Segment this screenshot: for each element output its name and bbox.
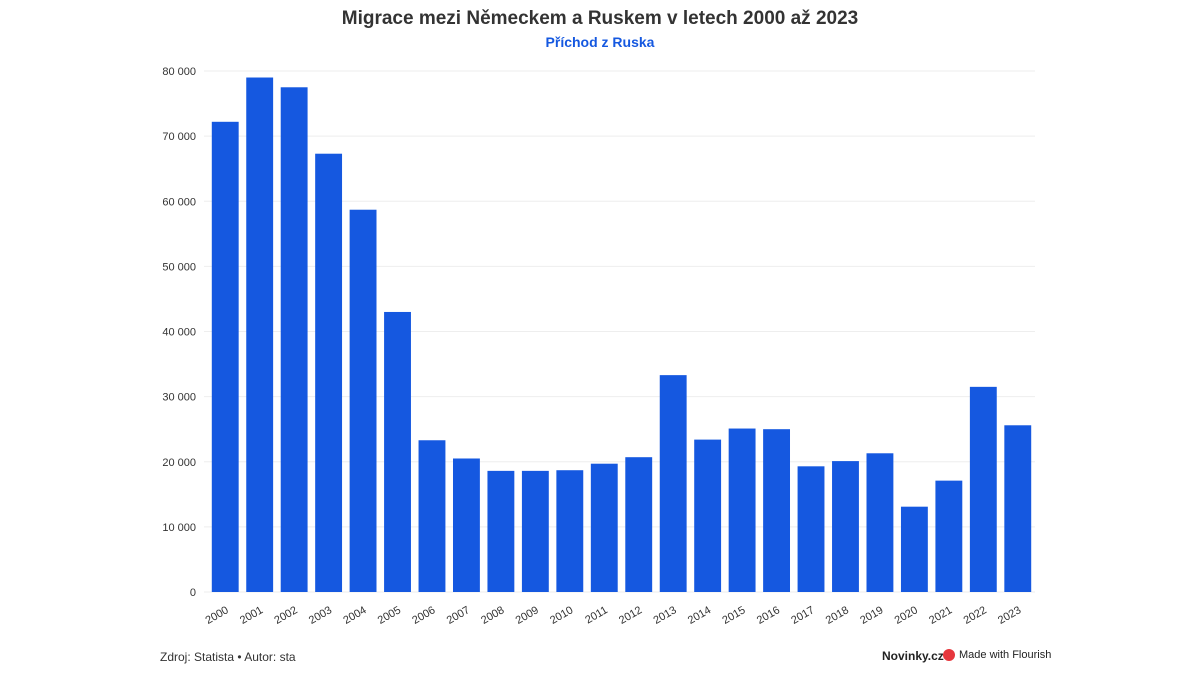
x-tick-label: 2006: [410, 604, 437, 627]
bar-2015[interactable]: [728, 428, 756, 592]
bar-2002[interactable]: [280, 87, 308, 592]
x-tick-label: 2013: [651, 604, 678, 627]
brand-logo[interactable]: Novinky.cz: [882, 649, 944, 663]
y-tick-label: 40 000: [162, 327, 196, 339]
x-tick-label: 2015: [720, 604, 747, 627]
bar-2020[interactable]: [900, 506, 928, 592]
x-tick-label: 2022: [962, 604, 989, 627]
flourish-credit[interactable]: Made with Flourish: [943, 649, 1051, 661]
bar-2013[interactable]: [659, 375, 687, 592]
x-tick-label: 2018: [824, 604, 851, 627]
x-tick-label: 2017: [789, 604, 816, 627]
source-note: Zdroj: Statista • Autor: sta: [160, 650, 296, 664]
x-tick-label: 2002: [272, 604, 299, 627]
bar-2016[interactable]: [763, 429, 791, 592]
x-tick-label: 2009: [514, 604, 541, 627]
y-tick-label: 50 000: [162, 261, 196, 273]
x-tick-label: 2000: [204, 604, 231, 627]
x-tick-label: 2005: [376, 604, 403, 627]
x-tick-label: 2008: [479, 604, 506, 627]
y-tick-label: 30 000: [162, 392, 196, 404]
x-tick-label: 2020: [893, 604, 920, 627]
bar-2014[interactable]: [694, 439, 722, 592]
x-tick-label: 2010: [548, 604, 575, 627]
x-tick-label: 2016: [755, 604, 782, 627]
bar-2012[interactable]: [625, 457, 653, 592]
bar-2007[interactable]: [452, 458, 480, 592]
x-tick-label: 2019: [858, 604, 885, 627]
y-tick-label: 60 000: [162, 196, 196, 208]
bar-2003[interactable]: [315, 153, 343, 593]
x-tick-label: 2001: [238, 604, 265, 627]
bar-2011[interactable]: [590, 463, 618, 592]
x-tick-label: 2023: [996, 604, 1023, 627]
bar-2017[interactable]: [797, 466, 825, 592]
x-tick-label: 2012: [617, 604, 644, 627]
flourish-label: Made with Flourish: [959, 649, 1052, 661]
x-tick-label: 2014: [686, 604, 713, 627]
y-tick-label: 0: [190, 587, 196, 599]
flourish-icon: [943, 649, 955, 661]
bar-2000[interactable]: [211, 121, 239, 593]
bar-2019[interactable]: [866, 453, 894, 592]
x-tick-label: 2003: [307, 604, 334, 627]
bar-2009[interactable]: [521, 470, 549, 592]
bar-2010[interactable]: [556, 470, 584, 592]
x-tick-label: 2011: [583, 604, 609, 626]
y-tick-label: 10 000: [162, 522, 196, 534]
chart-subtitle: Příchod z Ruska: [545, 34, 655, 50]
bar-2008[interactable]: [487, 470, 515, 592]
bar-2005[interactable]: [384, 311, 411, 592]
y-tick-label: 70 000: [162, 131, 196, 143]
x-tick-label: 2007: [445, 604, 472, 627]
bar-2004[interactable]: [349, 209, 377, 592]
y-tick-label: 80 000: [162, 66, 196, 78]
x-tick-label: 2021: [927, 604, 954, 627]
y-tick-label: 20 000: [162, 457, 196, 469]
chart-title: Migrace mezi Německem a Ruskem v letech …: [341, 8, 859, 29]
bar-2021[interactable]: [935, 480, 963, 592]
bar-2022[interactable]: [969, 386, 997, 592]
bar-2006[interactable]: [418, 440, 446, 592]
bar-2018[interactable]: [832, 461, 859, 592]
bar-2023[interactable]: [1004, 425, 1032, 592]
bar-2001[interactable]: [246, 77, 274, 592]
x-tick-label: 2004: [341, 604, 368, 627]
